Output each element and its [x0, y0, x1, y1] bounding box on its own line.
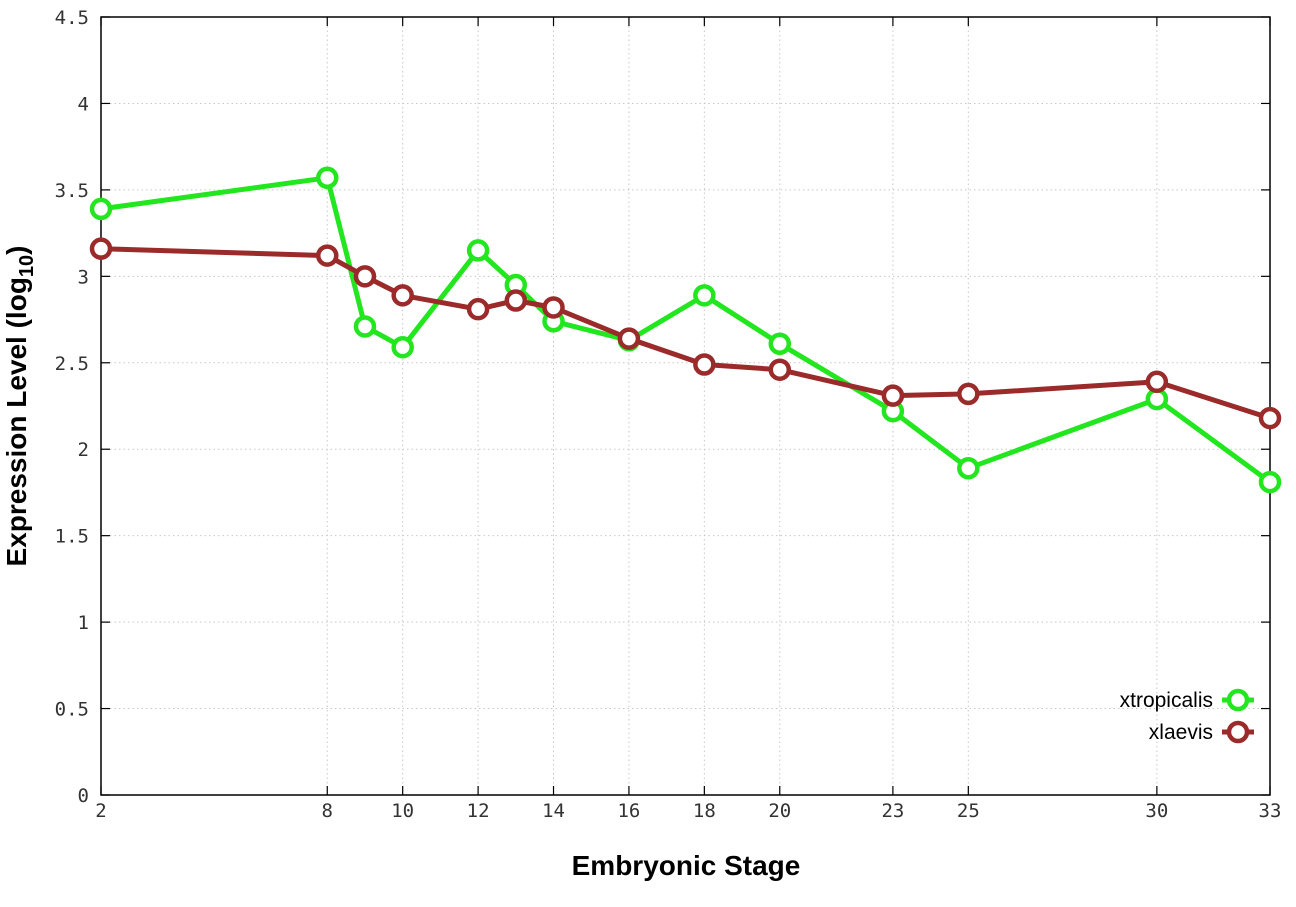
y-tick-label: 2	[78, 439, 89, 461]
data-point	[1258, 470, 1282, 494]
data-point	[768, 332, 792, 356]
x-tick-label: 25	[957, 800, 980, 822]
y-tick-label: 4.5	[55, 7, 89, 29]
x-tick-label: 30	[1145, 800, 1168, 822]
x-tick-label: 23	[881, 800, 904, 822]
x-tick-label: 12	[467, 800, 490, 822]
y-tick-label: 3	[78, 266, 89, 288]
plot-frame	[100, 16, 1271, 796]
data-point	[316, 166, 339, 190]
data-point	[957, 382, 980, 406]
axis-ticks: 0 0.5 1 1.5 2 2.5 3 3.5 4 4.5 2 8 10 12 14 16 18 20 23 25 30…	[55, 7, 1282, 822]
y-axis-title-main: Expression Level (log	[1, 277, 32, 566]
y-tick-label: 1.5	[55, 526, 89, 548]
x-tick-label: 8	[322, 800, 333, 822]
y-tick-label: 3.5	[55, 180, 89, 202]
x-tick-label: 18	[693, 800, 716, 822]
legend-label: xtropicalis	[1120, 689, 1213, 712]
data-point	[1145, 370, 1169, 394]
data-point	[693, 353, 716, 376]
data-point	[1258, 406, 1282, 430]
series-xtropicalis	[89, 166, 1282, 494]
data-point	[391, 335, 414, 359]
series-xlaevis	[89, 237, 1282, 430]
series-layer	[89, 166, 1282, 494]
data-point	[693, 284, 716, 307]
y-axis-title-subscript: 10	[16, 255, 38, 277]
legend-item-xlaevis: xlaevis	[1149, 720, 1254, 744]
x-tick-label: 33	[1259, 800, 1282, 822]
data-point	[617, 327, 641, 350]
data-point	[89, 197, 113, 221]
legend-marker	[1226, 720, 1250, 744]
data-point	[89, 237, 113, 260]
x-tick-label: 14	[542, 800, 565, 822]
data-point	[504, 289, 528, 312]
y-axis-title-end: )	[1, 246, 32, 255]
grid-lines	[101, 17, 1270, 795]
legend-item-xtropicalis: xtropicalis	[1120, 688, 1254, 712]
data-point	[466, 297, 490, 321]
x-tick-label: 20	[768, 800, 791, 822]
x-tick-label: 16	[617, 800, 640, 822]
data-point	[353, 315, 377, 338]
legend-label: xlaevis	[1149, 721, 1213, 744]
y-tick-label: 0.5	[55, 699, 89, 721]
y-tick-label: 2.5	[55, 353, 89, 375]
data-point	[542, 296, 565, 319]
data-point	[957, 456, 980, 480]
data-point	[466, 239, 490, 262]
series-line-xtropicalis	[100, 175, 1272, 485]
data-point	[881, 384, 905, 407]
data-point	[768, 358, 792, 381]
legend-marker	[1226, 688, 1250, 712]
data-point	[391, 284, 414, 307]
x-tick-label: 2	[95, 800, 106, 822]
x-tick-label: 10	[391, 800, 414, 822]
legend: xtropicalis xlaevis	[1120, 688, 1254, 744]
data-point	[316, 244, 339, 267]
y-tick-label: 1	[78, 612, 89, 634]
y-tick-label: 0	[78, 785, 89, 807]
y-tick-label: 4	[78, 93, 89, 115]
x-axis-title: Embryonic Stage	[572, 850, 801, 881]
y-axis-title: Expression Level (log10)	[1, 246, 38, 567]
series-line-xlaevis	[100, 246, 1271, 421]
data-point	[353, 265, 377, 288]
